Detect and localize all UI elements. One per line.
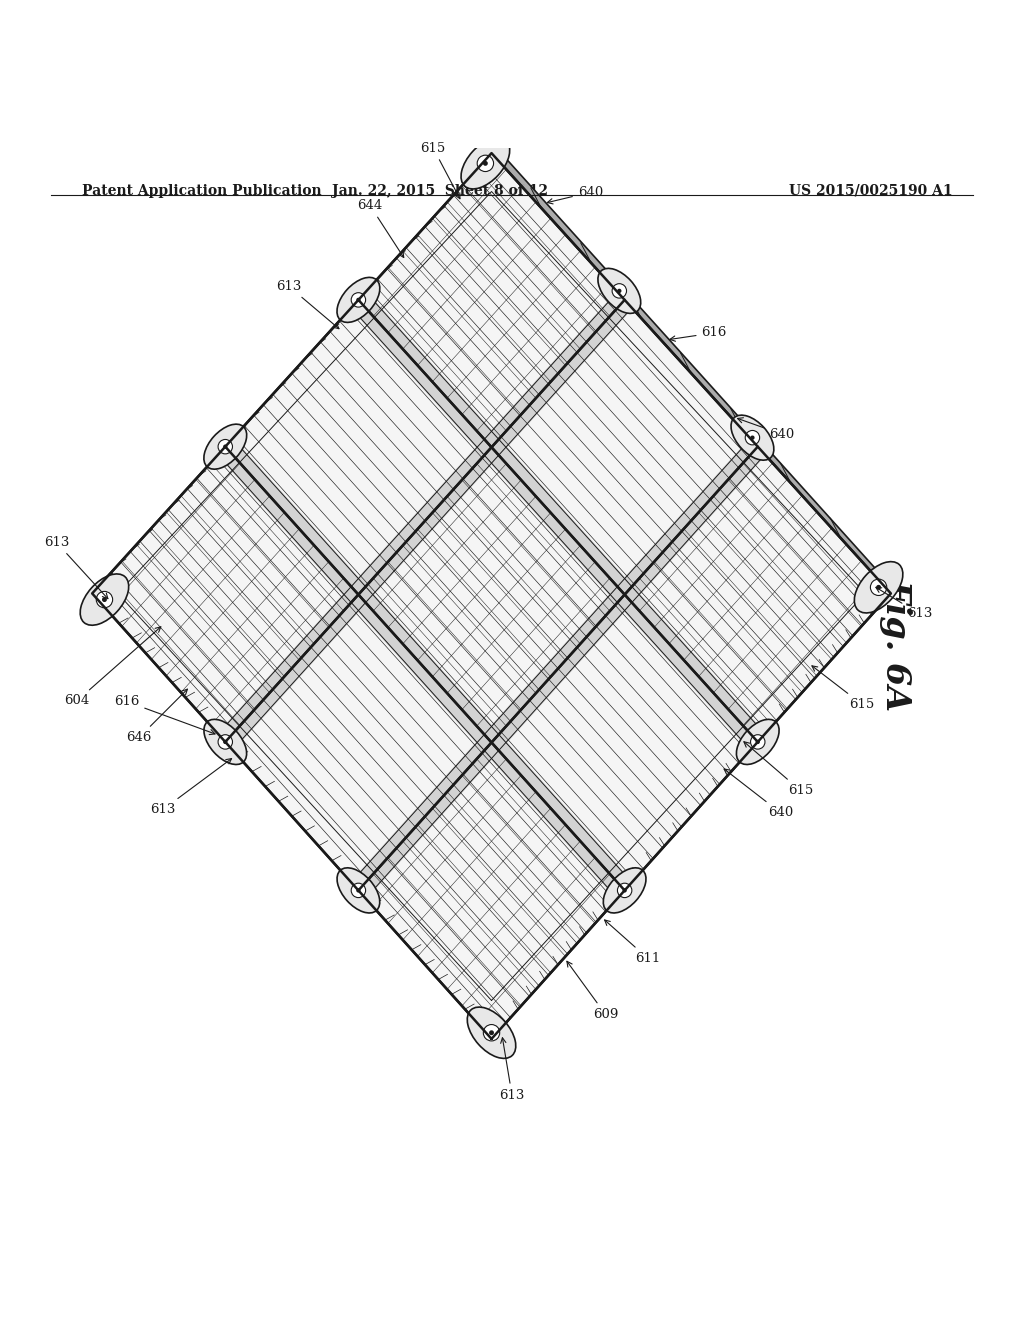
Circle shape [218,735,232,750]
Text: 609: 609 [567,961,618,1020]
Circle shape [351,883,366,898]
Circle shape [612,284,627,298]
Circle shape [617,883,632,898]
Ellipse shape [598,268,641,313]
Ellipse shape [854,561,903,612]
Polygon shape [217,438,633,899]
Text: 644: 644 [357,199,403,257]
Circle shape [223,445,227,449]
Circle shape [102,597,106,602]
Circle shape [483,1024,500,1041]
Ellipse shape [337,867,380,913]
Text: 615: 615 [812,665,874,711]
Ellipse shape [204,719,247,764]
Ellipse shape [467,1007,516,1059]
Polygon shape [350,438,766,899]
Ellipse shape [337,277,380,322]
Polygon shape [485,135,891,594]
Circle shape [751,735,765,750]
Circle shape [218,440,232,454]
Circle shape [756,739,760,744]
Text: 604: 604 [65,627,161,708]
Circle shape [745,430,760,445]
Text: Patent Application Publication: Patent Application Publication [82,183,322,198]
Ellipse shape [736,719,779,764]
Text: Jan. 22, 2015  Sheet 8 of 12: Jan. 22, 2015 Sheet 8 of 12 [333,183,548,198]
Circle shape [751,436,755,440]
Polygon shape [217,292,633,751]
Text: 646: 646 [126,689,187,744]
Polygon shape [92,153,891,1039]
Text: 613: 613 [500,1038,524,1102]
Text: 616: 616 [670,326,727,342]
Circle shape [623,888,627,892]
Text: 613: 613 [151,759,231,816]
Circle shape [483,161,487,166]
Text: 615: 615 [743,742,813,797]
Circle shape [870,579,887,595]
Ellipse shape [603,867,646,913]
Text: Fig. 6A: Fig. 6A [880,578,912,710]
Circle shape [877,585,881,590]
Text: 613: 613 [44,536,108,599]
Text: 611: 611 [604,920,660,965]
Text: 640: 640 [724,770,793,820]
Circle shape [489,1031,494,1035]
Circle shape [356,888,360,892]
Ellipse shape [461,137,510,189]
Text: 616: 616 [114,696,215,735]
Ellipse shape [731,416,774,461]
Ellipse shape [80,574,129,626]
Circle shape [617,289,622,293]
Circle shape [356,298,360,302]
Text: 615: 615 [421,141,460,199]
Polygon shape [350,292,766,751]
Circle shape [351,293,366,308]
Circle shape [477,156,494,172]
Text: 613: 613 [876,587,932,620]
Text: 640: 640 [548,186,603,203]
Text: US 2015/0025190 A1: US 2015/0025190 A1 [788,183,952,198]
Text: 640: 640 [737,417,795,441]
Circle shape [223,739,227,744]
Ellipse shape [204,424,247,469]
Circle shape [96,591,113,607]
Text: 613: 613 [276,280,339,329]
